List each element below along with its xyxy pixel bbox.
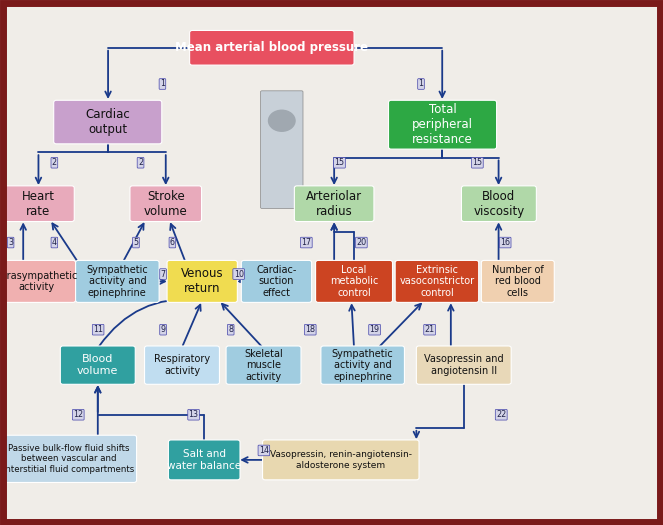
FancyBboxPatch shape xyxy=(190,30,354,65)
Text: Skeletal
muscle
activity: Skeletal muscle activity xyxy=(244,349,283,382)
Text: 21: 21 xyxy=(424,325,435,334)
Text: 17: 17 xyxy=(301,238,312,247)
Text: 20: 20 xyxy=(356,238,367,247)
FancyBboxPatch shape xyxy=(316,260,392,302)
Text: 15: 15 xyxy=(334,158,345,167)
FancyBboxPatch shape xyxy=(130,186,202,222)
FancyBboxPatch shape xyxy=(226,346,301,384)
Text: 18: 18 xyxy=(305,325,316,334)
Text: 12: 12 xyxy=(73,410,84,419)
Text: Stroke
volume: Stroke volume xyxy=(144,190,188,218)
FancyBboxPatch shape xyxy=(145,346,219,384)
FancyBboxPatch shape xyxy=(294,186,374,222)
Text: Arteriolar
radius: Arteriolar radius xyxy=(306,190,362,218)
Text: Heart
rate: Heart rate xyxy=(22,190,55,218)
Text: Cardiac-
suction
effect: Cardiac- suction effect xyxy=(257,265,296,298)
Text: 16: 16 xyxy=(500,238,511,247)
Text: Local
metabolic
control: Local metabolic control xyxy=(330,265,378,298)
Text: Number of
red blood
cells: Number of red blood cells xyxy=(492,265,544,298)
Text: 1: 1 xyxy=(418,79,424,89)
FancyBboxPatch shape xyxy=(481,260,554,302)
Text: 2: 2 xyxy=(52,158,57,167)
FancyBboxPatch shape xyxy=(54,100,162,144)
Text: 13: 13 xyxy=(188,410,199,419)
FancyBboxPatch shape xyxy=(241,260,312,302)
FancyBboxPatch shape xyxy=(168,440,240,480)
Text: Passive bulk-flow fluid shifts
between vascular and
interstitial fluid compartme: Passive bulk-flow fluid shifts between v… xyxy=(3,444,134,474)
Text: 22: 22 xyxy=(496,410,507,419)
Text: Extrinsic
vasoconstrictor
control: Extrinsic vasoconstrictor control xyxy=(399,265,475,298)
Text: Cardiac
output: Cardiac output xyxy=(86,108,130,136)
Text: Blood
viscosity: Blood viscosity xyxy=(473,190,524,218)
FancyBboxPatch shape xyxy=(60,346,135,384)
FancyBboxPatch shape xyxy=(0,435,137,482)
Text: Parasympathetic
activity: Parasympathetic activity xyxy=(0,270,78,292)
Text: Salt and
water balance: Salt and water balance xyxy=(167,449,241,471)
Text: 10: 10 xyxy=(233,269,244,279)
Text: 7: 7 xyxy=(160,269,166,279)
FancyBboxPatch shape xyxy=(395,260,479,302)
Text: 1: 1 xyxy=(160,79,165,89)
Text: 3: 3 xyxy=(8,238,13,247)
FancyBboxPatch shape xyxy=(261,91,303,208)
Text: 2: 2 xyxy=(138,158,143,167)
Text: 9: 9 xyxy=(160,325,166,334)
FancyBboxPatch shape xyxy=(416,346,511,384)
FancyBboxPatch shape xyxy=(0,260,76,302)
Text: 15: 15 xyxy=(472,158,483,167)
Text: Sympathetic
activity and
epinephrine: Sympathetic activity and epinephrine xyxy=(86,265,149,298)
FancyBboxPatch shape xyxy=(76,260,159,302)
Text: Sympathetic
activity and
epinephrine: Sympathetic activity and epinephrine xyxy=(332,349,394,382)
Text: 4: 4 xyxy=(52,238,57,247)
Circle shape xyxy=(269,110,295,131)
FancyBboxPatch shape xyxy=(321,346,404,384)
FancyBboxPatch shape xyxy=(461,186,536,222)
Text: 14: 14 xyxy=(259,446,269,455)
Text: 8: 8 xyxy=(228,325,233,334)
Text: Mean arterial blood pressure: Mean arterial blood pressure xyxy=(175,41,369,54)
Text: Respiratory
activity: Respiratory activity xyxy=(154,354,210,376)
FancyBboxPatch shape xyxy=(389,100,497,149)
Text: 6: 6 xyxy=(170,238,175,247)
Text: 5: 5 xyxy=(133,238,139,247)
Text: 11: 11 xyxy=(93,325,103,334)
FancyBboxPatch shape xyxy=(167,260,237,302)
Text: 19: 19 xyxy=(369,325,380,334)
Text: Vasopressin, renin-angiotensin-
aldosterone system: Vasopressin, renin-angiotensin- aldoster… xyxy=(270,450,412,469)
Text: Venous
return: Venous return xyxy=(181,267,223,296)
Text: Total
peripheral
resistance: Total peripheral resistance xyxy=(412,103,473,146)
Text: Vasopressin and
angiotensin II: Vasopressin and angiotensin II xyxy=(424,354,504,376)
Text: Blood
volume: Blood volume xyxy=(77,354,119,376)
FancyBboxPatch shape xyxy=(3,186,74,222)
FancyBboxPatch shape xyxy=(263,440,419,480)
